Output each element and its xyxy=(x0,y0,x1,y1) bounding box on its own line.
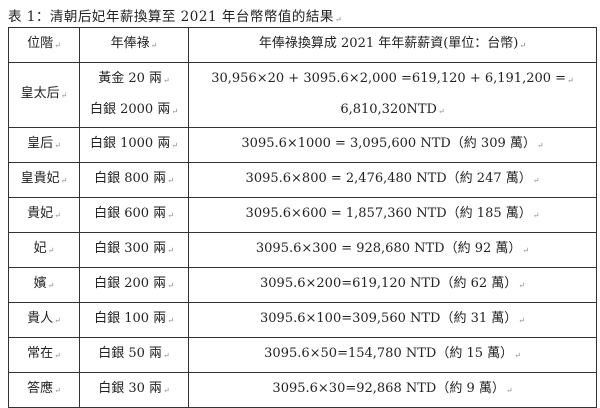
cell-salary: 白銀 200 兩 xyxy=(79,267,189,303)
cell-salary-line: 白銀 200 兩 xyxy=(94,276,174,291)
cell-converted: 3095.6×300 = 928,680 NTD（約 92 萬） xyxy=(188,232,597,268)
cell-salary: 白銀 100 兩 xyxy=(79,302,189,338)
cell-converted-line: 3095.6×30=92,868 NTD（約 9 萬） xyxy=(272,381,512,396)
cell-converted: 3095.6×1000 = 3,095,600 NTD（約 309 萬） xyxy=(188,127,597,163)
cell-converted: 3095.6×100=309,560 NTD（約 31 萬） xyxy=(188,302,597,338)
cell-converted: 3095.6×30=92,868 NTD（約 9 萬） xyxy=(188,372,597,408)
cell-salary-line: 白銀 30 兩 xyxy=(98,381,170,396)
cell-converted-line: 6,810,320NTD xyxy=(193,95,592,126)
cell-converted-line: 3095.6×50=154,780 NTD（約 15 萬） xyxy=(264,346,521,361)
cell-rank-text: 皇太后 xyxy=(21,86,68,101)
header-converted: 年俸祿換算成 2021 年年薪薪資(單位：台幣) xyxy=(188,27,597,63)
cell-salary-line: 白銀 50 兩 xyxy=(98,346,170,361)
cell-salary: 白銀 600 兩 xyxy=(79,197,189,233)
cell-rank: 皇太后 xyxy=(8,62,80,128)
cell-rank: 貴人 xyxy=(8,302,80,338)
cell-rank: 皇貴妃 xyxy=(8,162,80,198)
cell-converted: 30,956×20 + 3095.6×2,000 =619,120 + 6,19… xyxy=(188,62,597,128)
table-header-row: 位階 年俸祿 年俸祿換算成 2021 年年薪薪資(單位：台幣) xyxy=(8,27,597,63)
cell-salary: 白銀 800 兩 xyxy=(79,162,189,198)
cell-converted-line: 3095.6×600 = 1,857,360 NTD（約 185 萬） xyxy=(246,206,540,221)
cell-salary-line: 黃金 20 兩 xyxy=(84,64,184,95)
cell-rank-text: 皇后 xyxy=(27,136,61,151)
cell-salary-line: 白銀 1000 兩 xyxy=(90,136,178,151)
cell-converted-line: 3095.6×200=619,120 NTD（約 62 萬） xyxy=(260,276,525,291)
cell-salary-line: 白銀 300 兩 xyxy=(94,241,174,256)
header-salary: 年俸祿 xyxy=(79,27,189,63)
cell-converted: 3095.6×50=154,780 NTD（約 15 萬） xyxy=(188,337,597,373)
cell-salary: 白銀 30 兩 xyxy=(79,372,189,408)
cell-rank-text: 答應 xyxy=(27,381,61,396)
cell-converted-line: 3095.6×800 = 2,476,480 NTD（約 247 萬） xyxy=(246,171,540,186)
table-row: 嬪 白銀 200 兩 3095.6×200=619,120 NTD（約 62 萬） xyxy=(8,267,597,303)
cell-rank-text: 皇貴妃 xyxy=(21,171,68,186)
table-row: 皇后 白銀 1000 兩 3095.6×1000 = 3,095,600 NTD（約… xyxy=(8,127,597,163)
cell-rank: 妃 xyxy=(8,232,80,268)
cell-salary: 黃金 20 兩白銀 2000 兩 xyxy=(79,62,189,128)
cell-salary: 白銀 1000 兩 xyxy=(79,127,189,163)
cell-converted-line: 3095.6×1000 = 3,095,600 NTD（約 309 萬） xyxy=(241,136,543,151)
cell-rank-text: 常在 xyxy=(27,346,61,361)
header-label: 年俸祿換算成 2021 年年薪薪資(單位：台幣) xyxy=(259,36,526,51)
cell-rank: 常在 xyxy=(8,337,80,373)
cell-salary: 白銀 300 兩 xyxy=(79,232,189,268)
cell-rank-text: 貴妃 xyxy=(27,206,61,221)
cell-converted: 3095.6×600 = 1,857,360 NTD（約 185 萬） xyxy=(188,197,597,233)
cell-salary-line: 白銀 600 兩 xyxy=(94,206,174,221)
cell-converted-line: 3095.6×300 = 928,680 NTD（約 92 萬） xyxy=(256,241,529,256)
table-row: 貴人 白銀 100 兩 3095.6×100=309,560 NTD（約 31 萬） xyxy=(8,302,597,338)
salary-table: 位階 年俸祿 年俸祿換算成 2021 年年薪薪資(單位：台幣) 皇太后黃金 20… xyxy=(8,27,597,408)
table-row: 皇太后黃金 20 兩白銀 2000 兩30,956×20 + 3095.6×2,… xyxy=(8,62,597,128)
cell-rank: 答應 xyxy=(8,372,80,408)
cell-converted: 3095.6×800 = 2,476,480 NTD（約 247 萬） xyxy=(188,162,597,198)
table-row: 妃 白銀 300 兩 3095.6×300 = 928,680 NTD（約 92 萬… xyxy=(8,232,597,268)
cell-rank-text: 嬪 xyxy=(34,276,55,291)
cell-salary: 白銀 50 兩 xyxy=(79,337,189,373)
table-row: 皇貴妃 白銀 800 兩 3095.6×800 = 2,476,480 NTD（約 … xyxy=(8,162,597,198)
cell-converted-line: 30,956×20 + 3095.6×2,000 =619,120 + 6,19… xyxy=(193,64,592,95)
cell-converted: 3095.6×200=619,120 NTD（約 62 萬） xyxy=(188,267,597,303)
cell-rank-text: 貴人 xyxy=(27,311,61,326)
cell-rank: 貴妃 xyxy=(8,197,80,233)
header-label: 位階 xyxy=(27,36,61,51)
cell-salary-line: 白銀 800 兩 xyxy=(94,171,174,186)
cell-rank-text: 妃 xyxy=(34,241,55,256)
cell-salary-line: 白銀 100 兩 xyxy=(94,311,174,326)
cell-rank: 皇后 xyxy=(8,127,80,163)
header-label: 年俸祿 xyxy=(111,36,158,51)
table-caption: 表 1：清朝后妃年薪換算至 2021 年台幣幣值的結果 xyxy=(8,5,342,25)
table-row: 常在 白銀 50 兩 3095.6×50=154,780 NTD（約 15 萬） xyxy=(8,337,597,373)
table-row: 貴妃 白銀 600 兩 3095.6×600 = 1,857,360 NTD（約 1… xyxy=(8,197,597,233)
cell-salary-line: 白銀 2000 兩 xyxy=(84,95,184,126)
cell-rank: 嬪 xyxy=(8,267,80,303)
table-row: 答應 白銀 30 兩 3095.6×30=92,868 NTD（約 9 萬） xyxy=(8,372,597,408)
cell-converted-line: 3095.6×100=309,560 NTD（約 31 萬） xyxy=(260,311,525,326)
header-rank: 位階 xyxy=(8,27,80,63)
